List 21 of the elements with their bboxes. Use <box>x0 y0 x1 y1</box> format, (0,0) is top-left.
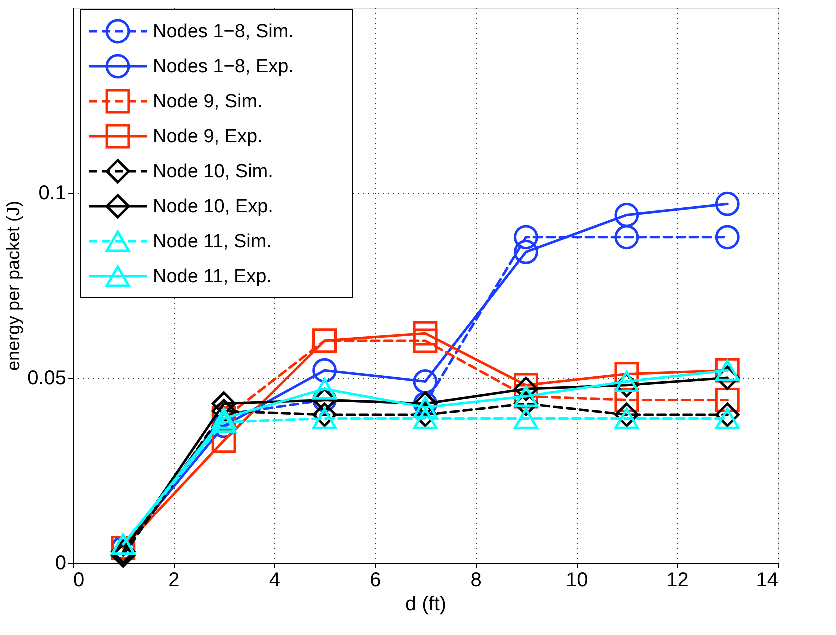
x-tick-label: 2 <box>168 570 180 592</box>
x-tick-label: 10 <box>566 570 588 592</box>
x-tick-label: 6 <box>370 570 382 592</box>
legend-label: Nodes 1−8, Sim. <box>153 22 294 42</box>
legend-label: Node 11, Exp. <box>153 266 272 288</box>
legend-label: Node 11, Sim. <box>153 232 272 252</box>
x-axis-title: d (ft) <box>405 594 447 616</box>
legend-label: Node 9, Exp. <box>153 126 263 148</box>
y-tick-label: 0 <box>55 552 66 574</box>
y-axis-title: energy per packet (J) <box>4 200 24 372</box>
x-tick-label: 8 <box>470 570 482 592</box>
legend-label: Nodes 1−8, Exp. <box>153 56 294 78</box>
x-tick-label: 14 <box>756 570 778 592</box>
legend-label: Node 10, Exp. <box>153 196 274 218</box>
y-tick-label: 0.1 <box>38 182 66 204</box>
legend-label: Node 10, Sim. <box>153 162 274 182</box>
x-tick-label: 4 <box>269 570 280 592</box>
legend-label: Node 9, Sim. <box>153 92 263 112</box>
x-tick-label: 0 <box>74 570 85 592</box>
y-tick-label: 0.05 <box>28 368 66 390</box>
x-tick-label: 12 <box>666 570 689 592</box>
